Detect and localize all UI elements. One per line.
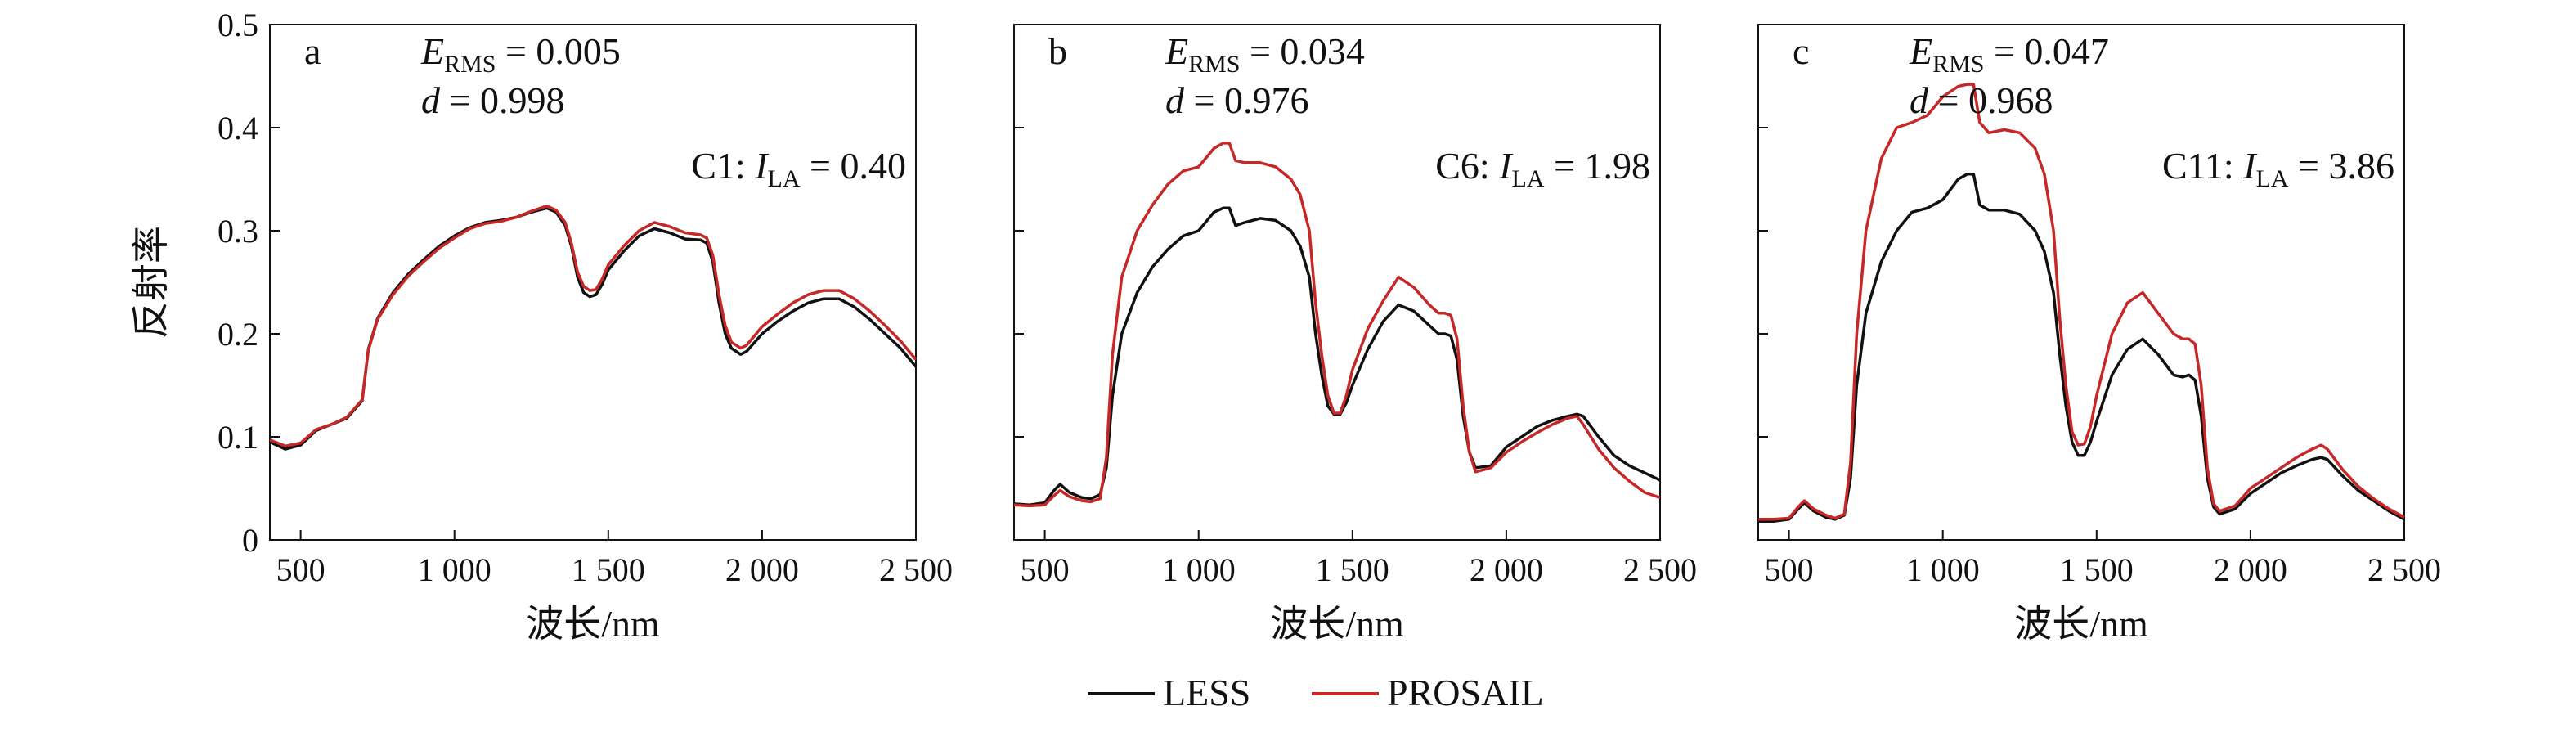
legend: LESS PROSAIL [1088, 672, 1544, 713]
x-tick-label: 500 [1021, 551, 1070, 588]
plot-frame [269, 24, 917, 541]
x-tick-label: 1 000 [1162, 551, 1236, 588]
x-tick-label: 1 500 [2060, 551, 2134, 588]
series-line-prosail [269, 205, 918, 448]
x-tick-label: 1 500 [572, 551, 645, 588]
series-line-prosail [1013, 142, 1661, 508]
x-tick-label: 2 500 [879, 551, 953, 588]
erms-annotation: ERMS = 0.034 [1165, 30, 1365, 78]
y-tick-label: 0.2 [218, 316, 258, 353]
ila-annotation: C6: ILA = 1.98 [1435, 145, 1650, 192]
legend-label-less: LESS [1163, 672, 1250, 713]
y-axis-title: 反射率 [130, 226, 172, 339]
series-line-less [1013, 206, 1661, 506]
ila-annotation: C11: ILA = 3.86 [2162, 145, 2394, 192]
x-tick-label: 2 000 [725, 551, 799, 588]
series-line-prosail [1758, 83, 2405, 521]
x-tick-label: 1 500 [1316, 551, 1389, 588]
x-axis-title: 波长/nm [2014, 603, 2148, 645]
x-tick-label: 500 [1765, 551, 1814, 588]
panel-b: 500 1 000 1 500 2 000 2 500 波长/nm b ERMS = 0.03… [1013, 24, 1697, 645]
x-tick-label: 2 500 [2367, 551, 2441, 588]
panel-c: 500 1 000 1 500 2 000 2 500 波长/nm c ERMS = 0.04… [1757, 24, 2441, 645]
y-tick-label: 0.5 [218, 7, 258, 43]
panel-a: 0 0.1 0.2 0.3 0.4 0.5 500 1 000 1 500 2 000 2 500 波… [130, 7, 953, 645]
plot-frame [1757, 24, 2405, 541]
x-tick-label: 1 000 [418, 551, 491, 588]
y-tick-label: 0.4 [218, 110, 258, 146]
panel-letter: a [304, 30, 321, 72]
legend-label-prosail: PROSAIL [1387, 672, 1544, 713]
x-tick-label: 500 [276, 551, 325, 588]
x-tick-label: 2 000 [2214, 551, 2287, 588]
series-line-less [269, 206, 918, 451]
y-tick-label: 0.1 [218, 419, 258, 456]
x-tick-label: 2 500 [1623, 551, 1697, 588]
x-axis-title: 波长/nm [526, 603, 660, 645]
x-tick-label: 2 000 [1470, 551, 1543, 588]
erms-annotation: ERMS = 0.047 [1909, 30, 2109, 78]
plot-frame [1013, 24, 1661, 541]
x-tick-label: 1 000 [1906, 551, 1980, 588]
panel-letter: b [1048, 30, 1067, 72]
d-annotation: d = 0.998 [421, 79, 564, 121]
x-axis-title: 波长/nm [1270, 603, 1404, 645]
d-annotation: d = 0.976 [1165, 79, 1308, 121]
y-tick-label: 0.3 [218, 213, 258, 250]
ila-annotation: C1: ILA = 0.40 [691, 145, 906, 192]
erms-annotation: ERMS = 0.005 [420, 30, 621, 78]
series-line-less [1758, 172, 2405, 524]
panel-letter: c [1793, 30, 1809, 72]
d-annotation: d = 0.968 [1910, 79, 2053, 121]
y-tick-label: 0 [242, 522, 258, 559]
